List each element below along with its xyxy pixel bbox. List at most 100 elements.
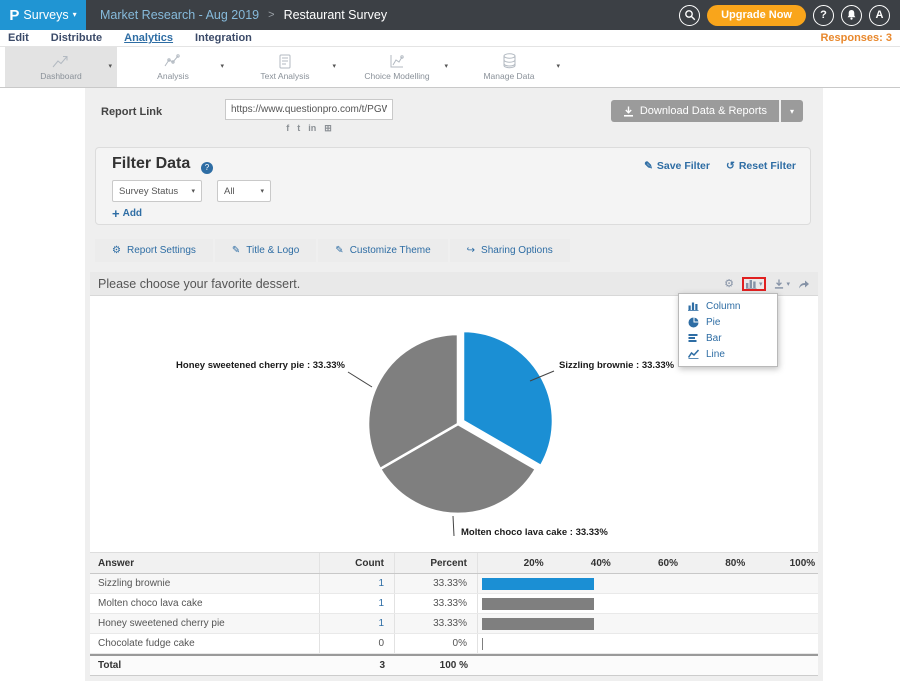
database-icon — [502, 53, 517, 69]
table-header-row: Answer Count Percent 20% 40% 60% 80% 100… — [90, 552, 818, 574]
question-chart-panel: Please choose your favorite dessert. ⚙ ▾… — [90, 272, 818, 552]
menu-item-label: Line — [706, 349, 725, 360]
column-header-answer: Answer — [90, 553, 320, 573]
chart-type-button[interactable]: ▾ — [746, 279, 763, 289]
add-filter-button[interactable]: + Add — [112, 206, 142, 221]
chart-settings-gears-icon[interactable]: ⚙ — [724, 277, 734, 290]
answer-cell: Molten choco lava cake — [90, 594, 320, 613]
reset-icon: ↺ — [726, 160, 735, 172]
save-filter-link[interactable]: ✎ Save Filter — [644, 160, 710, 172]
percent-cell: 0% — [395, 634, 478, 653]
search-button[interactable] — [679, 5, 700, 26]
pie-chart-icon — [688, 317, 699, 328]
axis-tick: 80% — [702, 558, 769, 569]
toolbar-tab-choice-modelling[interactable]: Choice Modelling ▾ — [341, 47, 453, 87]
chevron-down-icon[interactable]: ▾ — [220, 62, 224, 70]
axis-tick: 60% — [634, 558, 701, 569]
table-row: Honey sweetened cherry pie 1 33.33% — [90, 614, 818, 634]
tab-report-settings[interactable]: ⚙ Report Settings — [95, 239, 213, 262]
nav-item-analytics[interactable]: Analytics — [124, 32, 173, 44]
menu-item-pie[interactable]: Pie — [679, 314, 777, 330]
avatar-button[interactable]: A — [869, 5, 890, 26]
report-link-label: Report Link — [101, 106, 162, 118]
status-value-select[interactable]: All ▾ — [217, 180, 271, 202]
bell-icon — [846, 9, 857, 21]
count-link[interactable]: 1 — [378, 598, 384, 609]
breadcrumb-survey-name: Restaurant Survey — [284, 8, 388, 22]
tab-sharing-options[interactable]: ↪ Sharing Options — [450, 239, 570, 262]
pie-label-sizzling-brownie: Sizzling brownie : 33.33% — [559, 360, 674, 371]
menu-item-line[interactable]: Line — [679, 346, 777, 362]
reset-filter-label: Reset Filter — [739, 160, 796, 172]
questionpro-logo: P — [9, 7, 19, 24]
chart-share-button[interactable] — [798, 279, 810, 289]
tab-label: Report Settings — [127, 245, 196, 256]
menu-item-label: Bar — [706, 333, 722, 344]
chevron-down-icon[interactable]: ▾ — [556, 62, 560, 70]
linkedin-icon[interactable]: in — [308, 123, 316, 134]
count-link[interactable]: 1 — [378, 578, 384, 589]
table-row: Sizzling brownie 1 33.33% — [90, 574, 818, 594]
leader-line-molten — [453, 516, 454, 536]
notifications-button[interactable] — [841, 5, 862, 26]
percent-cell: 33.33% — [395, 574, 478, 593]
dashboard-chart-icon — [52, 53, 70, 69]
nav-item-integration[interactable]: Integration — [195, 32, 252, 44]
answer-cell: Honey sweetened cherry pie — [90, 614, 320, 633]
chevron-down-icon[interactable]: ▾ — [332, 62, 336, 70]
count-cell: 0 — [378, 638, 384, 649]
tab-title-logo[interactable]: ✎ Title & Logo — [215, 239, 316, 262]
percent-bar — [482, 638, 483, 650]
tab-customize-theme[interactable]: ✎ Customize Theme — [318, 239, 447, 262]
bar-chart-icon — [688, 333, 699, 343]
chevron-down-icon[interactable]: ▾ — [108, 62, 112, 70]
download-data-reports-button[interactable]: Download Data & Reports ▾ — [611, 100, 803, 122]
download-options-caret[interactable]: ▾ — [781, 100, 803, 122]
toolbar-tab-label: Choice Modelling — [364, 71, 429, 81]
twitter-icon[interactable]: t — [297, 123, 300, 134]
total-percent: 100 % — [395, 656, 478, 675]
toolbar-tab-dashboard[interactable]: Dashboard ▾ — [5, 47, 117, 87]
text-analysis-icon — [278, 53, 292, 69]
count-link[interactable]: 1 — [378, 618, 384, 629]
menu-item-column[interactable]: Column — [679, 298, 777, 314]
responses-count[interactable]: Responses: 3 — [820, 32, 892, 44]
toolbar-tab-label: Dashboard — [40, 71, 82, 81]
gears-icon: ⚙ — [112, 245, 121, 256]
surveys-product-menu[interactable]: P Surveys ▾ — [0, 0, 86, 30]
status-value: All — [224, 186, 235, 197]
column-header-percent: Percent — [395, 553, 478, 573]
answer-cell: Chocolate fudge cake — [90, 634, 320, 653]
pencil-icon: ✎ — [232, 245, 240, 256]
report-link-input[interactable] — [225, 99, 393, 120]
chart-download-button[interactable]: ▾ — [774, 279, 790, 289]
toolbar-tab-text-analysis[interactable]: Text Analysis ▾ — [229, 47, 341, 87]
search-icon — [684, 9, 696, 21]
pencil-icon: ✎ — [644, 160, 653, 172]
nav-item-edit[interactable]: Edit — [8, 32, 29, 44]
chevron-down-icon[interactable]: ▾ — [444, 62, 448, 70]
table-row: Molten choco lava cake 1 33.33% — [90, 594, 818, 614]
embed-icon[interactable]: ⊞ — [324, 123, 332, 134]
facebook-icon[interactable]: f — [286, 123, 289, 134]
product-name: Surveys — [23, 8, 68, 22]
table-row: Chocolate fudge cake 0 0% — [90, 634, 818, 654]
nav-item-distribute[interactable]: Distribute — [51, 32, 102, 44]
percent-axis: 20% 40% 60% 80% 100% — [478, 553, 818, 573]
percent-cell: 33.33% — [395, 594, 478, 613]
toolbar-tab-analysis[interactable]: Analysis ▾ — [117, 47, 229, 87]
tab-label: Title & Logo — [246, 245, 299, 256]
tab-label: Sharing Options — [481, 245, 553, 256]
reset-filter-link[interactable]: ↺ Reset Filter — [726, 160, 796, 172]
answer-cell: Sizzling brownie — [90, 574, 320, 593]
filter-help-icon[interactable]: ? — [201, 162, 213, 174]
menu-item-bar[interactable]: Bar — [679, 330, 777, 346]
breadcrumb-folder-link[interactable]: Market Research - Aug 2019 — [100, 8, 259, 22]
survey-status-select[interactable]: Survey Status ▾ — [112, 180, 202, 202]
upgrade-now-button[interactable]: Upgrade Now — [707, 5, 806, 26]
percent-bar — [482, 578, 594, 590]
help-button[interactable]: ? — [813, 5, 834, 26]
toolbar-tab-manage-data[interactable]: Manage Data ▾ — [453, 47, 565, 87]
question-title: Please choose your favorite dessert. — [98, 277, 300, 291]
survey-status-value: Survey Status — [119, 186, 178, 197]
